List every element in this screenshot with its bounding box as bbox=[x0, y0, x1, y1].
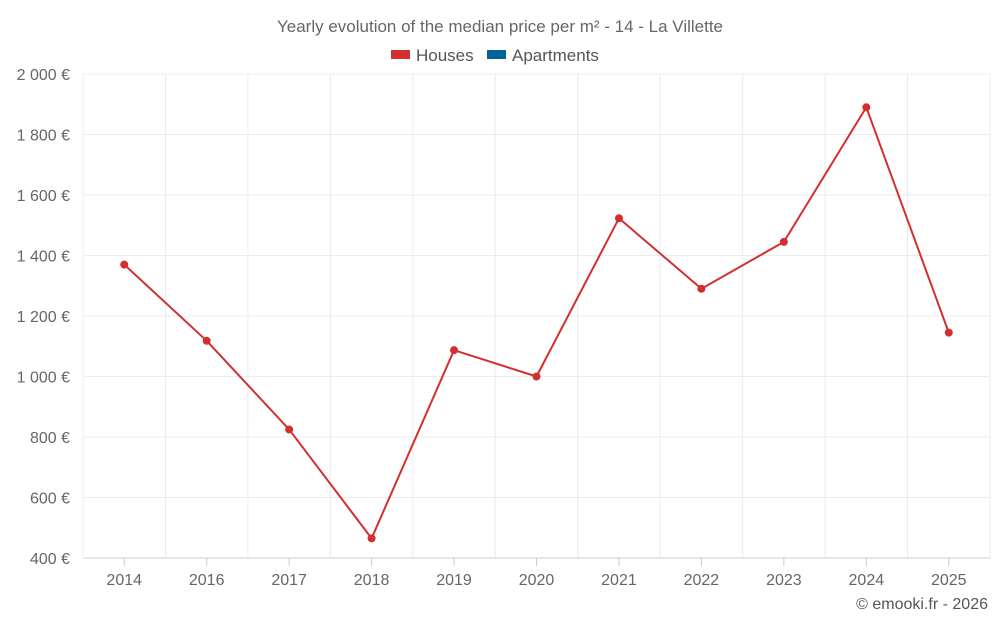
data-point-2020[interactable] bbox=[532, 372, 541, 381]
legend-swatch-houses bbox=[391, 50, 410, 59]
data-point-2025[interactable] bbox=[944, 328, 953, 337]
y-tick-label: 800 € bbox=[30, 430, 70, 447]
x-tick-label: 2020 bbox=[519, 572, 555, 589]
x-tick-label: 2014 bbox=[106, 572, 142, 589]
y-tick-label: 1 000 € bbox=[17, 370, 70, 387]
data-point-2016[interactable] bbox=[202, 336, 211, 345]
data-point-2021[interactable] bbox=[614, 214, 623, 223]
y-tick-label: 1 400 € bbox=[17, 249, 70, 266]
x-axis-ticks: 2014 2016 2017 2018 2019 2020 2021 2022 2023 2024… bbox=[106, 572, 966, 589]
x-tick-label: 2023 bbox=[766, 572, 802, 589]
y-tick-label: 1 800 € bbox=[17, 128, 70, 145]
grid bbox=[82, 73, 991, 558]
x-tick-label: 2024 bbox=[849, 572, 885, 589]
x-tick-label: 2019 bbox=[436, 572, 472, 589]
y-tick-label: 400 € bbox=[30, 551, 70, 568]
data-point-2022[interactable] bbox=[697, 284, 706, 293]
points-houses[interactable] bbox=[120, 103, 953, 543]
data-point-2018[interactable] bbox=[367, 534, 376, 543]
x-tick-label: 2025 bbox=[931, 572, 967, 589]
chart-title: Yearly evolution of the median price per… bbox=[277, 17, 723, 36]
data-point-2017[interactable] bbox=[285, 425, 294, 434]
y-tick-label: 2 000 € bbox=[17, 67, 70, 84]
legend-swatch-apartments bbox=[487, 50, 506, 59]
x-tick-label: 2022 bbox=[684, 572, 720, 589]
legend[interactable]: Houses Apartments bbox=[391, 46, 599, 65]
data-point-2024[interactable] bbox=[862, 103, 871, 112]
axes bbox=[83, 557, 990, 566]
copyright-credit: © emooki.fr - 2026 bbox=[856, 596, 988, 613]
legend-label-apartments: Apartments bbox=[512, 46, 599, 65]
y-tick-label: 1 600 € bbox=[17, 188, 70, 205]
data-point-2019[interactable] bbox=[450, 346, 459, 355]
y-tick-label: 1 200 € bbox=[17, 309, 70, 326]
x-tick-label: 2018 bbox=[354, 572, 390, 589]
legend-item-houses[interactable]: Houses bbox=[391, 46, 474, 65]
x-tick-label: 2021 bbox=[601, 572, 637, 589]
y-tick-label: 600 € bbox=[30, 491, 70, 508]
data-point-2023[interactable] bbox=[779, 237, 788, 246]
y-axis-ticks: 400 € 600 € 800 € 1 000 € 1 200 € 1 400 € 1 60… bbox=[17, 67, 70, 568]
x-tick-label: 2016 bbox=[189, 572, 225, 589]
data-point-2014[interactable] bbox=[120, 260, 129, 269]
x-tick-label: 2017 bbox=[271, 572, 307, 589]
legend-item-apartments[interactable]: Apartments bbox=[487, 46, 599, 65]
legend-label-houses: Houses bbox=[416, 46, 474, 65]
